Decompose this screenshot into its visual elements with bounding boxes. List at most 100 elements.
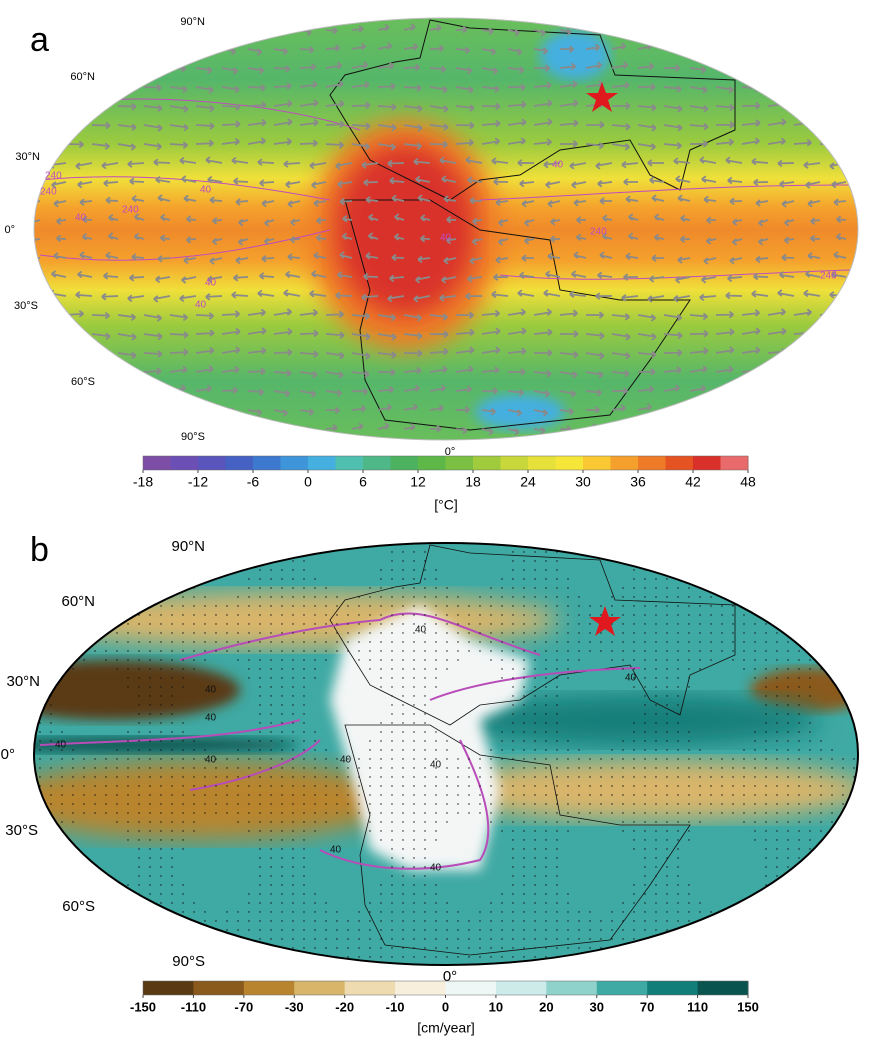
sig-dot — [776, 605, 778, 607]
wind-arrow — [498, 219, 509, 227]
sig-dot — [204, 803, 206, 805]
wind-arrow — [455, 426, 468, 435]
sig-dot — [831, 632, 833, 634]
sig-dot — [468, 785, 470, 787]
sig-dot — [138, 659, 140, 661]
sig-dot — [556, 920, 558, 922]
sig-dot — [721, 947, 723, 949]
map-border — [33, 17, 859, 441]
sig-dot — [347, 650, 349, 652]
sig-dot — [182, 587, 184, 589]
sig-dot — [160, 758, 162, 760]
sig-dot — [424, 668, 426, 670]
sig-dot — [490, 767, 492, 769]
sig-dot — [314, 668, 316, 670]
sig-dot — [149, 560, 151, 562]
sig-dot — [336, 632, 338, 634]
sig-dot — [50, 956, 52, 958]
sig-dot — [94, 956, 96, 958]
wind-arrow — [361, 161, 379, 169]
sig-dot — [116, 929, 118, 931]
sig-dot — [281, 893, 283, 895]
sig-dot — [820, 785, 822, 787]
wind-arrow — [751, 290, 769, 298]
wind-arrow — [82, 233, 93, 241]
sig-dot — [314, 812, 316, 814]
sig-dot — [512, 785, 514, 787]
wind-arrow — [221, 137, 240, 146]
sig-dot — [116, 956, 118, 958]
wind-arrow — [845, 80, 858, 89]
sig-dot — [446, 803, 448, 805]
sig-dot — [512, 659, 514, 661]
sig-dot — [545, 596, 547, 598]
sig-dot — [479, 650, 481, 652]
sig-dot — [83, 641, 85, 643]
sig-dot — [677, 695, 679, 697]
sig-dot — [292, 677, 294, 679]
sig-dot — [534, 569, 536, 571]
sig-dot — [600, 632, 602, 634]
wind-arrow — [377, 42, 393, 50]
wind-arrow — [611, 81, 630, 89]
sig-dot — [457, 641, 459, 643]
sig-dot — [138, 578, 140, 580]
sig-dot — [171, 659, 173, 661]
sig-dot — [853, 812, 855, 814]
sig-dot — [787, 650, 789, 652]
sig-dot — [644, 668, 646, 670]
sig-dot — [655, 587, 657, 589]
sig-dot — [39, 731, 41, 733]
wind-arrow — [550, 218, 561, 226]
wind-arrow — [335, 162, 353, 170]
sig-dot — [171, 749, 173, 751]
sig-dot — [622, 587, 624, 589]
sig-dot — [512, 650, 514, 652]
sig-dot — [754, 650, 756, 652]
map-b — [34, 543, 858, 965]
sig-dot — [138, 830, 140, 832]
sig-dot — [512, 830, 514, 832]
sig-dot — [787, 596, 789, 598]
sig-dot — [567, 650, 569, 652]
sig-dot — [545, 686, 547, 688]
sig-dot — [512, 947, 514, 949]
sig-dot — [842, 929, 844, 931]
sig-dot — [721, 614, 723, 616]
sig-dot — [127, 911, 129, 913]
sig-dot — [61, 740, 63, 742]
wind-arrow — [403, 124, 423, 132]
sig-dot — [644, 587, 646, 589]
sig-dot — [182, 731, 184, 733]
wind-arrow — [647, 159, 665, 167]
sig-dot — [413, 938, 415, 940]
sig-dot — [116, 821, 118, 823]
sig-dot — [655, 938, 657, 940]
sig-dot — [424, 911, 426, 913]
sig-dot — [237, 749, 239, 751]
sig-dot — [424, 614, 426, 616]
wind-arrow — [455, 138, 474, 147]
sig-dot — [402, 857, 404, 859]
sig-dot — [809, 731, 811, 733]
sig-dot — [204, 596, 206, 598]
sig-dot — [281, 758, 283, 760]
sig-dot — [490, 749, 492, 751]
colorbar-bin — [610, 456, 639, 470]
sig-dot — [831, 767, 833, 769]
sig-dot — [820, 893, 822, 895]
wind-arrow — [221, 427, 234, 436]
colorbar-tick-label: 48 — [740, 474, 756, 490]
sig-dot — [358, 956, 360, 958]
wind-arrow — [169, 424, 182, 432]
sig-dot — [545, 641, 547, 643]
sig-dot — [523, 758, 525, 760]
sig-dot — [50, 686, 52, 688]
sig-dot — [501, 794, 503, 796]
sig-dot — [292, 713, 294, 715]
sig-dot — [710, 929, 712, 931]
sig-dot — [237, 803, 239, 805]
sig-dot — [633, 848, 635, 850]
wind-arrow — [621, 160, 639, 169]
sig-dot — [281, 596, 283, 598]
